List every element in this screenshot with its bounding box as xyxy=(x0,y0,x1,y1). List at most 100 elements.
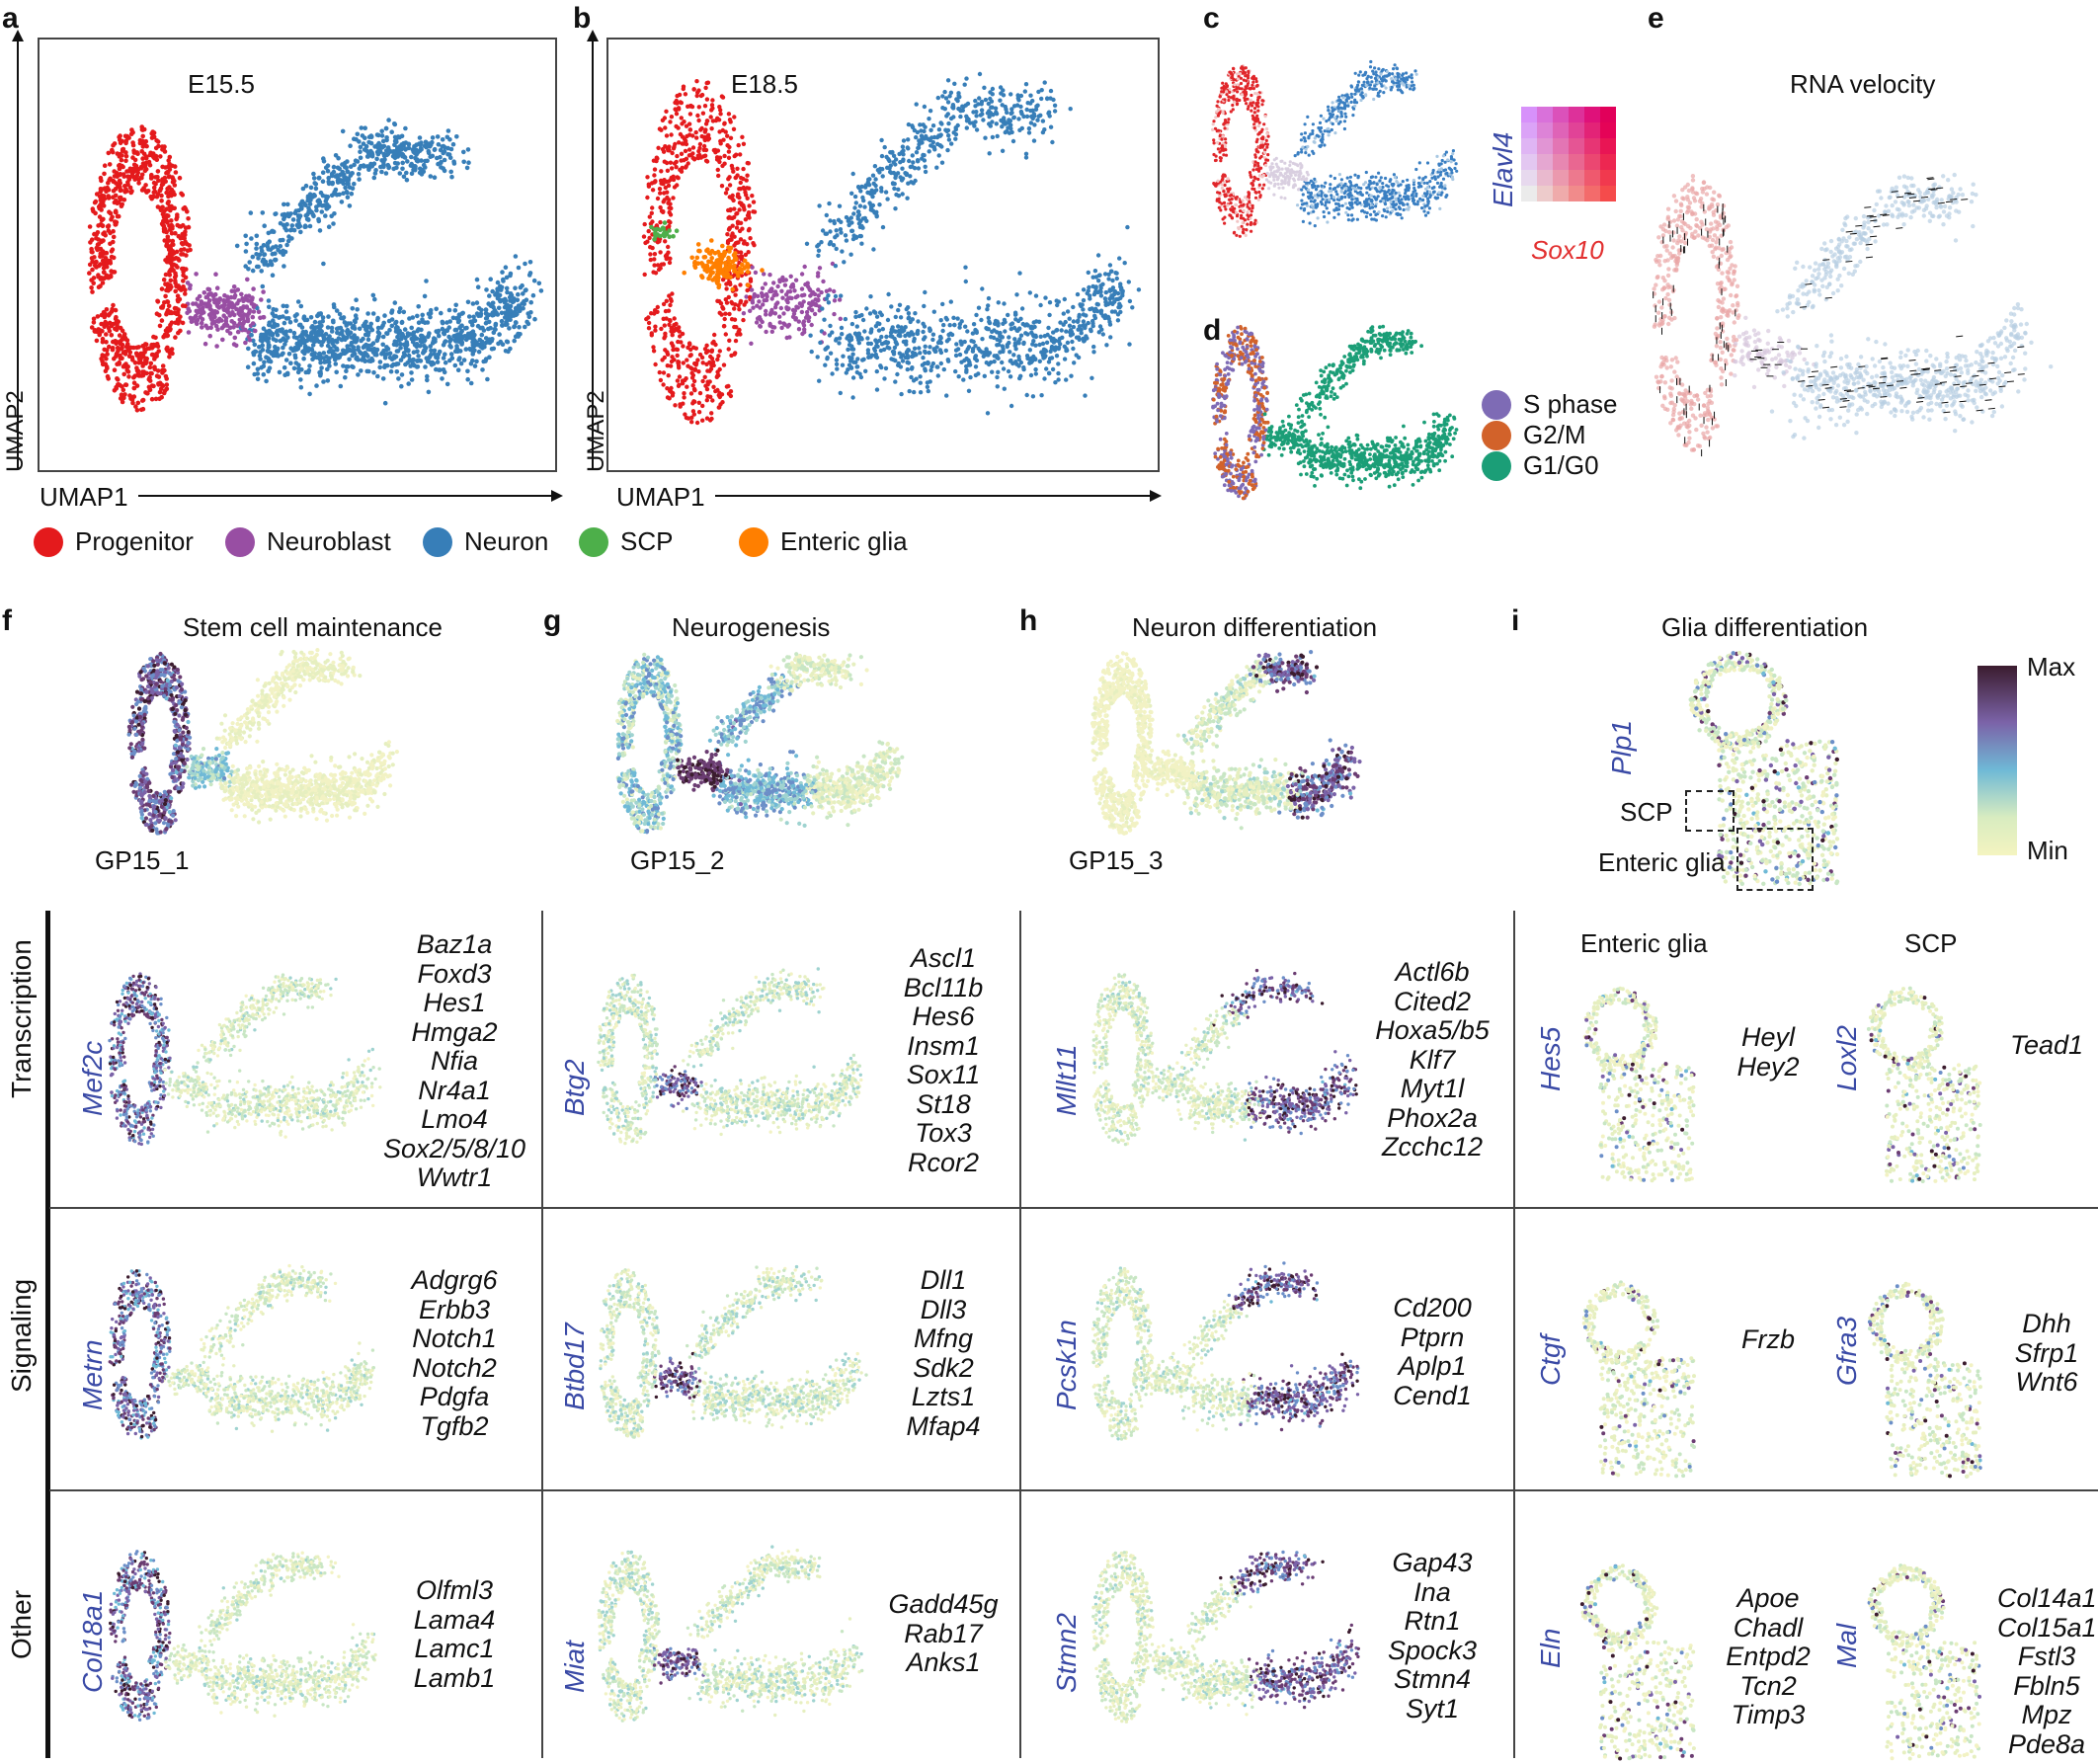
gene-list-item: Col14a1 xyxy=(1997,1584,2096,1614)
umap-miat xyxy=(593,1540,869,1737)
gene-label-mllt11: Mllt11 xyxy=(1051,1044,1083,1116)
gene-label-mef2c: Mef2c xyxy=(77,1041,109,1116)
umap-btg2 xyxy=(593,963,869,1161)
gene-label-btbd17: Btbd17 xyxy=(559,1323,591,1410)
panel-e-title: RNA velocity xyxy=(1790,69,1935,100)
gene-list-item: Hes1 xyxy=(380,989,528,1018)
gene-label-mal: Mal xyxy=(1831,1624,1863,1668)
phase-legend-label: G2/M xyxy=(1523,420,1586,450)
gene-list-item: Cend1 xyxy=(1363,1382,1501,1411)
gene-list-item: Notch1 xyxy=(380,1324,528,1354)
gene-label-eln: Eln xyxy=(1535,1629,1567,1668)
bivariate-color-key xyxy=(1521,107,1616,221)
phase-color-swatch xyxy=(1482,451,1511,481)
gene-list-item: Dhh xyxy=(1997,1310,2096,1339)
gene-list-item: Syt1 xyxy=(1363,1695,1501,1724)
gene-list-item: Tcn2 xyxy=(1714,1672,1822,1702)
gene-list-item: Pde8a xyxy=(1997,1730,2096,1760)
gene-list-ctgf: Frzb xyxy=(1714,1325,1822,1355)
umap-gfra3 xyxy=(1852,1274,2000,1482)
gene-list-item: Ascl1 xyxy=(869,944,1017,974)
gene-label-miat: Miat xyxy=(559,1641,591,1693)
panel-a-yaxis: UMAP2 xyxy=(2,390,30,472)
gene-list-item: Frzb xyxy=(1714,1325,1822,1355)
gene-list-item: Wwtr1 xyxy=(380,1163,528,1193)
panel-a-umap xyxy=(79,109,543,435)
gene-list-item: Tgfb2 xyxy=(380,1412,528,1442)
colorbar-min: Min xyxy=(2027,836,2068,866)
phase-color-swatch xyxy=(1482,390,1511,420)
gene-list-item: Spock3 xyxy=(1363,1637,1501,1666)
gene-list-item: Gap43 xyxy=(1363,1549,1501,1578)
panel-f-umap xyxy=(123,642,400,849)
gene-label-metrn: Metrn xyxy=(77,1339,109,1410)
panel-g-label: g xyxy=(543,604,561,638)
phase-legend-item: G2/M xyxy=(1482,420,1586,450)
panel-g-program: GP15_2 xyxy=(630,845,724,876)
legend-item-progenitor: Progenitor xyxy=(34,526,194,557)
phase-legend-item: G1/G0 xyxy=(1482,450,1599,481)
grid-hline-1 xyxy=(49,1207,2098,1209)
gene-list-item: Tead1 xyxy=(1997,1031,2096,1061)
gene-list-item: Hes6 xyxy=(869,1002,1017,1032)
legend-swatch xyxy=(34,527,63,557)
gene-list-item: Myt1l xyxy=(1363,1075,1501,1104)
panel-i-title: Glia differentiation xyxy=(1661,612,1868,643)
panel-f-program: GP15_1 xyxy=(95,845,189,876)
phase-legend-label: G1/G0 xyxy=(1523,450,1599,481)
umap-ctgf xyxy=(1566,1274,1714,1482)
gene-list-item: Tox3 xyxy=(869,1119,1017,1149)
row-label-other: Other xyxy=(6,1590,38,1659)
gene-list-item: Sfrp1 xyxy=(1997,1339,2096,1369)
glia-header-enteric: Enteric glia xyxy=(1580,928,1708,959)
panel-c-umap xyxy=(1207,54,1464,252)
grid-left-bar xyxy=(45,911,50,1758)
grid-vline-3 xyxy=(1513,911,1515,1758)
panel-b-x-arrow xyxy=(715,486,1162,506)
scp-highlight-box xyxy=(1685,790,1735,832)
gene-list-item: Nfia xyxy=(380,1047,528,1077)
gene-list-item: Wnt6 xyxy=(1997,1368,2096,1398)
panel-i-label: i xyxy=(1511,604,1519,638)
phase-legend-label: S phase xyxy=(1523,389,1617,420)
phase-legend-item: S phase xyxy=(1482,389,1617,420)
gene-list-item: Mpz xyxy=(1997,1701,2096,1730)
gene-list-item: Timp3 xyxy=(1714,1701,1822,1730)
gene-list-item: Hey2 xyxy=(1714,1053,1822,1082)
row-label-signaling: Signaling xyxy=(6,1279,38,1393)
enteric-highlight-box xyxy=(1736,828,1814,891)
gene-list-item: Chadl xyxy=(1714,1614,1822,1644)
legend-label: Enteric glia xyxy=(780,526,908,557)
gene-list-item: Mfap4 xyxy=(869,1412,1017,1442)
grid-vline-2 xyxy=(1019,911,1021,1758)
gene-list-item: Dll3 xyxy=(869,1296,1017,1325)
umap-col18a1 xyxy=(104,1540,380,1737)
gene-list-item: Apoe xyxy=(1714,1584,1822,1614)
panel-a-xaxis: UMAP1 xyxy=(40,482,128,513)
panel-f-label: f xyxy=(2,604,12,638)
gene-list-item: Gadd45g xyxy=(869,1590,1017,1620)
panel-g-title: Neurogenesis xyxy=(672,612,830,643)
grid-vline-1 xyxy=(541,911,543,1758)
gene-list-item: Olfml3 xyxy=(380,1576,528,1606)
gene-list-item: Anks1 xyxy=(869,1648,1017,1678)
gene-list-item: Lzts1 xyxy=(869,1383,1017,1412)
gene-list-item: Col15a1 xyxy=(1997,1614,2096,1644)
glia-header-scp: SCP xyxy=(1904,928,1957,959)
gene-list-item: Fstl3 xyxy=(1997,1643,2096,1672)
legend-swatch xyxy=(579,527,608,557)
gene-list-item: Erbb3 xyxy=(380,1296,528,1325)
panel-a-x-arrow xyxy=(138,486,563,506)
legend-label: Neuron xyxy=(464,526,548,557)
panel-f-title: Stem cell maintenance xyxy=(183,612,443,643)
umap-eln xyxy=(1566,1557,1714,1764)
panel-d-umap xyxy=(1207,316,1464,514)
